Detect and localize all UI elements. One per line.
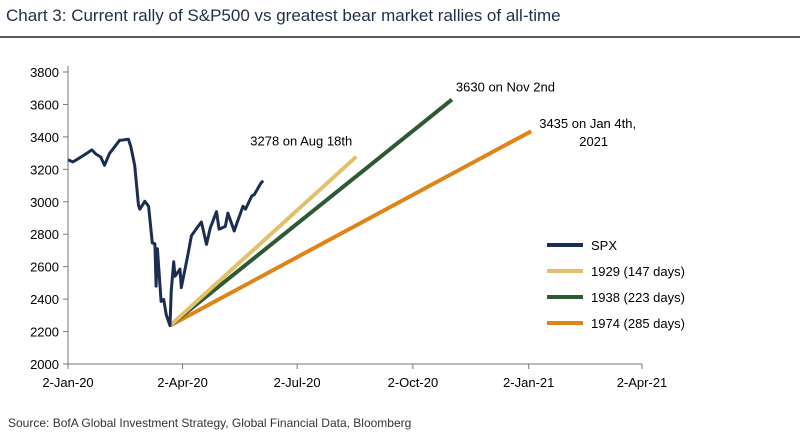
annotation-label: 3278 on Aug 18th (250, 134, 352, 149)
y-tick-label: 2600 (30, 260, 59, 275)
series-line-1929 (168, 155, 358, 328)
annotation-label: 3630 on Nov 2nd (456, 80, 555, 95)
legend-label: 1929 (147 days) (591, 264, 685, 279)
y-tick-label: 2800 (30, 227, 59, 242)
title-divider (0, 36, 800, 38)
series-line-1938 (168, 98, 454, 328)
y-tick-label: 3200 (30, 162, 59, 177)
x-tick-label: 2-Apr-21 (617, 375, 668, 390)
y-tick-label: 2000 (30, 357, 59, 372)
legend-label: SPX (591, 238, 617, 253)
series-line-1974 (169, 129, 533, 328)
series-line-spx (67, 137, 265, 328)
legend-label: 1974 (285 days) (591, 316, 685, 331)
annotation-label: 2021 (579, 134, 608, 149)
y-tick-label: 3000 (30, 195, 59, 210)
x-tick-label: 2-Jan-20 (42, 375, 93, 390)
legend-label: 1938 (223 days) (591, 290, 685, 305)
y-tick-label: 3400 (30, 130, 59, 145)
annotation-label: 3435 on Jan 4th, (539, 116, 636, 131)
x-tick-label: 2-Jan-21 (503, 375, 554, 390)
y-tick-label: 3800 (30, 65, 59, 80)
source-note: Source: BofA Global Investment Strategy,… (8, 416, 412, 430)
x-tick-label: 2-Oct-20 (388, 375, 439, 390)
y-tick-label: 3600 (30, 97, 59, 112)
x-tick-label: 2-Apr-20 (157, 375, 208, 390)
x-tick-label: 2-Jul-20 (274, 375, 321, 390)
chart-title: Chart 3: Current rally of S&P500 vs grea… (6, 6, 561, 25)
y-tick-label: 2200 (30, 325, 59, 340)
y-tick-label: 2400 (30, 292, 59, 307)
